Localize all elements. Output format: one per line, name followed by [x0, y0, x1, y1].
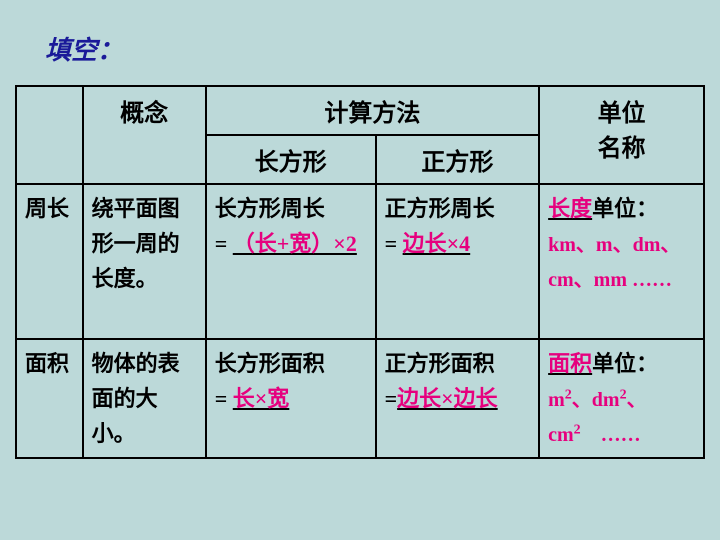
perimeter-units-1: km、m、dm、: [548, 229, 680, 261]
area-concept: 物体的表面的大小。: [83, 339, 206, 459]
area-units-1: m2、dm2、: [548, 389, 646, 411]
row-area-label: 面积: [16, 339, 83, 459]
header-unit: 单位 名称: [539, 86, 704, 184]
header-concept: 概念: [83, 86, 206, 184]
row-perimeter-label: 周长: [16, 184, 83, 339]
perimeter-rect-title: 长方形周长: [215, 196, 325, 221]
perimeter-square-eq: =: [385, 231, 403, 256]
page-title: 填空：: [0, 0, 720, 85]
area-square-formula: 边长×边长: [397, 386, 498, 411]
perimeter-rect-eq: =: [215, 231, 228, 256]
perimeter-rect: 长方形周长 = （长+宽）×2: [206, 184, 376, 339]
area-rect-eq: =: [215, 386, 233, 411]
unit-text: 单位: [598, 101, 646, 127]
area-units-2: cm2 ……: [548, 424, 641, 446]
comparison-table: 概念 计算方法 单位 名称 长方形 正方形 周长 绕平面图形一周的长度。 长方形…: [15, 85, 705, 459]
header-blank: [16, 86, 83, 184]
perimeter-concept: 绕平面图形一周的长度。: [83, 184, 206, 339]
area-square-title: 正方形面积: [385, 351, 495, 376]
area-square: 正方形面积 =边长×边长: [376, 339, 540, 459]
perimeter-unit-suffix: 单位：: [592, 196, 658, 221]
header-square: 正方形: [376, 135, 540, 184]
area-unit-suffix: 单位：: [592, 351, 658, 376]
header-method: 计算方法: [206, 86, 539, 135]
perimeter-square-title: 正方形周长: [385, 196, 495, 221]
perimeter-square-formula: 边长×4: [403, 231, 471, 256]
area-rect-title: 长方形面积: [215, 351, 325, 376]
area-units: 面积单位： m2、dm2、 cm2 ……: [539, 339, 704, 459]
area-rect: 长方形面积 = 长×宽: [206, 339, 376, 459]
area-square-eq: =: [385, 386, 398, 411]
perimeter-units: 长度单位： km、m、dm、 cm、mm ……: [539, 184, 704, 339]
header-rect: 长方形: [206, 135, 376, 184]
perimeter-units-2: cm、mm ……: [548, 264, 672, 296]
perimeter-rect-formula: （长+宽）×2: [233, 231, 357, 256]
area-unit-type: 面积: [548, 351, 592, 376]
perimeter-square: 正方形周长 = 边长×4: [376, 184, 540, 339]
area-rect-formula: 长×宽: [233, 386, 290, 411]
perimeter-unit-type: 长度: [548, 196, 592, 221]
unit-name-text: 名称: [598, 136, 646, 162]
